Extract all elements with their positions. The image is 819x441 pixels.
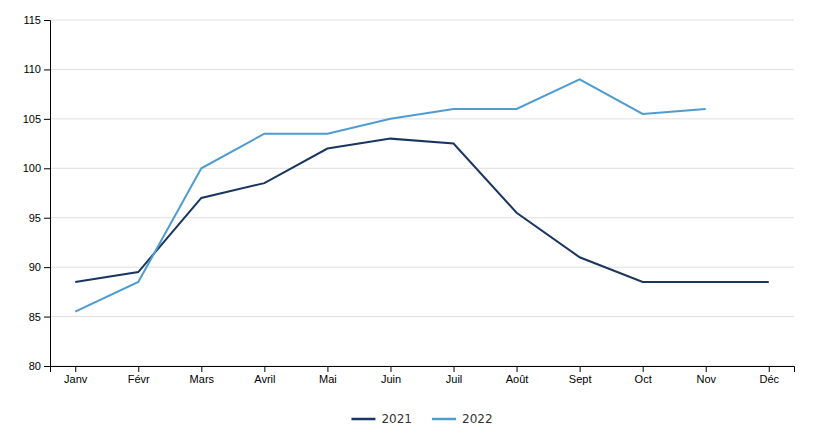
grid-line: [50, 69, 794, 70]
x-tick-label: Févr: [128, 373, 150, 385]
x-tick-mark: [327, 366, 328, 372]
y-tick-mark: [44, 267, 50, 268]
x-tick: Janv: [64, 366, 88, 385]
legend-item: 2022: [432, 412, 493, 426]
x-tick-label: Oct: [635, 373, 652, 385]
grid-line: [50, 316, 794, 317]
grid-line: [50, 20, 794, 21]
y-tick-mark: [44, 119, 50, 120]
x-tick-mark: [706, 366, 707, 372]
x-tick-label: Sept: [569, 373, 592, 385]
y-tick-label: 100: [23, 162, 41, 174]
plot: 80 85 90 95 100 105 110 115 Janv Févr Mars Avril Mai…: [23, 14, 795, 385]
x-tick: Sept: [569, 366, 592, 385]
x-tick-mark: [769, 366, 770, 372]
y-tick-label: 95: [29, 212, 41, 224]
y-tick-label: 115: [23, 14, 41, 26]
x-tick-label: Juin: [381, 373, 401, 385]
x-axis-line: [51, 367, 795, 373]
x-tick-label: Mai: [319, 373, 337, 385]
y-tick: 85: [29, 311, 50, 323]
y-tick-mark: [44, 20, 50, 21]
x-tick-mark: [138, 366, 139, 372]
y-tick: 80: [29, 360, 50, 372]
y-tick-label: 110: [23, 63, 41, 75]
x-tick-mark: [75, 366, 76, 372]
x-tick-mark: [454, 366, 455, 372]
y-tick-label: 80: [29, 360, 41, 372]
x-tick: Févr: [128, 366, 150, 385]
y-tick: 110: [23, 63, 50, 75]
y-tick-mark: [44, 366, 50, 367]
x-tick: Mai: [319, 366, 337, 385]
y-axis: 80 85 90 95 100 105 110 115: [23, 14, 51, 372]
x-tick-mark: [201, 366, 202, 372]
y-tick-label: 90: [29, 261, 41, 273]
series-line: [75, 79, 706, 311]
y-tick-mark: [44, 218, 50, 219]
legend-item: 2021: [351, 412, 412, 426]
x-tick-label: Janv: [64, 373, 88, 385]
series-line: [75, 139, 769, 282]
x-tick-label: Déc: [759, 373, 779, 385]
x-tick-mark: [390, 366, 391, 372]
x-tick-label: Mars: [190, 373, 215, 385]
x-tick-label: Avril: [254, 373, 275, 385]
grid-line: [50, 118, 794, 119]
lines: [75, 79, 769, 311]
x-tick: Nov: [696, 366, 716, 385]
x-tick: Juin: [381, 366, 401, 385]
legend-label: 2021: [381, 412, 412, 426]
legend-swatch: [351, 418, 375, 421]
grid-line: [50, 267, 794, 268]
x-tick: Mars: [190, 366, 215, 385]
y-tick: 115: [23, 14, 50, 26]
x-tick: Déc: [759, 366, 779, 385]
chart: 80 85 90 95 100 105 110 115 Janv Févr Mars Avril Mai…: [0, 0, 819, 441]
y-tick-mark: [44, 317, 50, 318]
grid-line: [50, 217, 794, 218]
legend: 2021 2022: [351, 412, 492, 426]
y-tick: 90: [29, 261, 50, 273]
x-tick-label: Août: [506, 373, 529, 385]
x-tick: Oct: [635, 366, 652, 385]
x-tick: Avril: [254, 366, 275, 385]
grid: [50, 20, 794, 366]
grid-line: [50, 168, 794, 169]
x-tick-label: Nov: [696, 373, 716, 385]
x-tick-mark: [580, 366, 581, 372]
x-tick: Juil: [446, 366, 463, 385]
legend-swatch: [432, 418, 456, 421]
y-tick-mark: [44, 168, 50, 169]
y-tick: 100: [23, 162, 50, 174]
y-tick-label: 105: [23, 113, 41, 125]
y-tick-label: 85: [29, 311, 41, 323]
x-axis: Janv Févr Mars Avril Mai Juin Juil Août Sept Oct N…: [51, 366, 795, 385]
x-tick-mark: [264, 366, 265, 372]
legend-label: 2022: [462, 412, 493, 426]
x-tick-mark: [643, 366, 644, 372]
y-axis-line: [44, 21, 51, 367]
x-tick: Août: [506, 366, 529, 385]
y-tick-mark: [44, 69, 50, 70]
x-tick-mark: [517, 366, 518, 372]
y-tick: 105: [23, 113, 50, 125]
x-tick-label: Juil: [446, 373, 463, 385]
y-tick: 95: [29, 212, 50, 224]
